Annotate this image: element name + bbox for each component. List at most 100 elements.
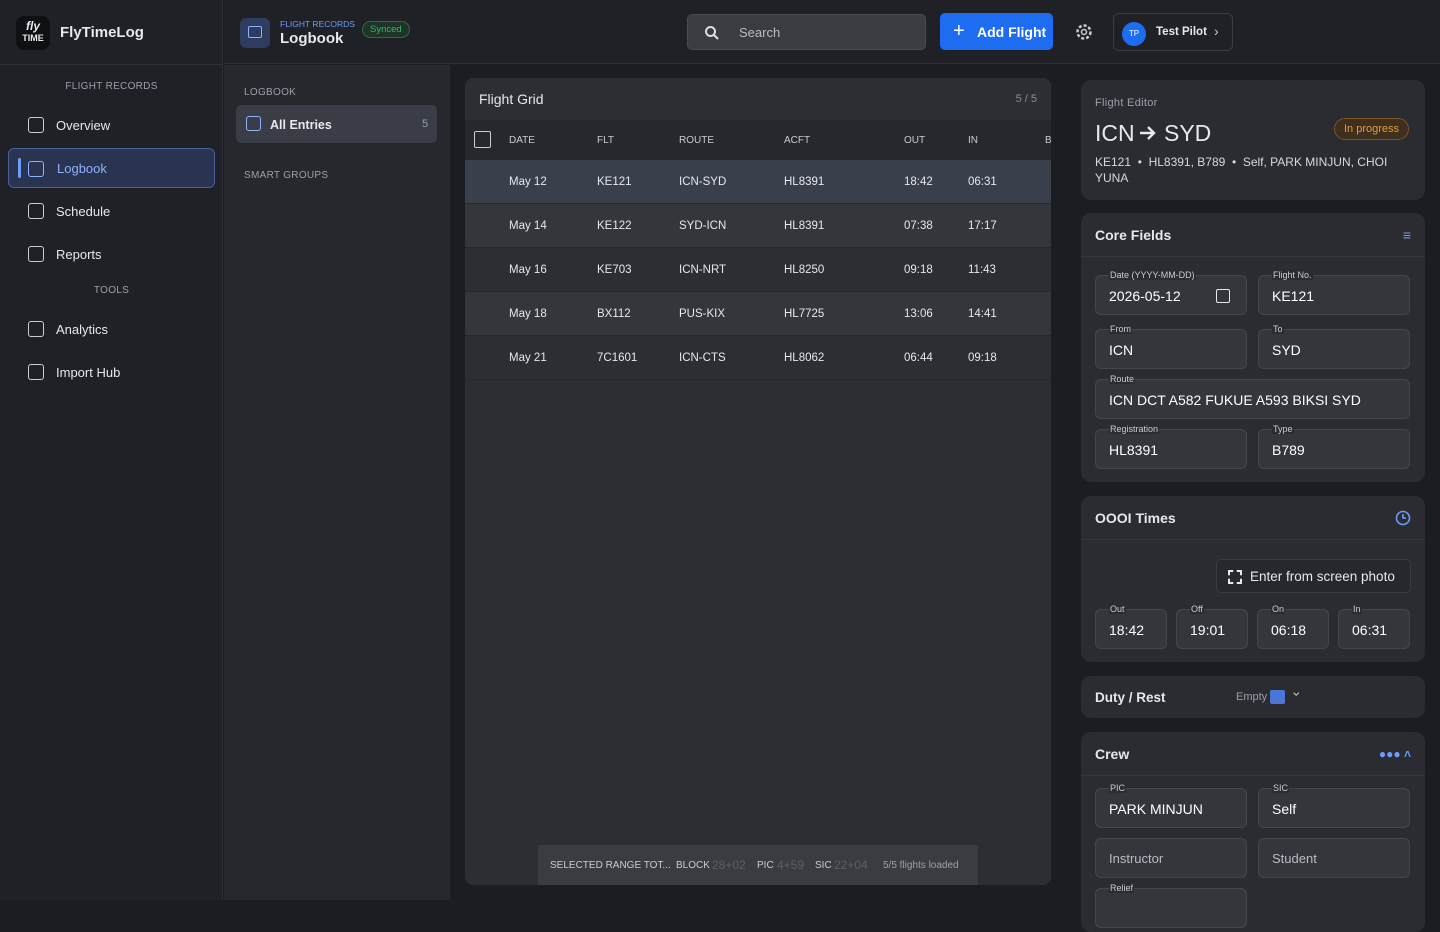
column-header: FLT (597, 135, 615, 146)
column-header: IN (968, 135, 978, 146)
grid-cell: 7C1601 (597, 352, 638, 364)
column-header: DATE (509, 135, 535, 146)
duty-status: Empty (1236, 691, 1268, 703)
input-field[interactable]: Route ICN DCT A582 FUKUE A593 BIKSI SYD (1095, 374, 1410, 419)
grid-row[interactable]: May 16 KE703 ICN-NRT HL8250 09:18 11:43 (465, 248, 1051, 292)
expand-chevron[interactable]: › (1289, 691, 1306, 697)
field-label: Date (YYYY-MM-DD) (1109, 270, 1196, 280)
nav-item[interactable]: Overview (8, 105, 215, 145)
input-field[interactable]: Relief (1095, 883, 1247, 928)
input-field[interactable]: Off 19:01 (1176, 604, 1248, 649)
field-label: To (1272, 324, 1284, 334)
grid-cell: KE122 (597, 220, 632, 232)
avatar: TP (1122, 22, 1146, 46)
grid-cell: May 12 (509, 176, 547, 188)
totals-bar: SELECTED RANGE TOT... BLOCK 28+02 PIC 4+… (538, 845, 978, 885)
nav-item[interactable]: Logbook (8, 148, 215, 188)
input-field[interactable]: Instructor (1095, 838, 1247, 878)
select-all-checkbox[interactable] (474, 131, 491, 148)
header: FLIGHT RECORDS Logbook Synced Search + A… (224, 0, 1440, 64)
grid-row[interactable]: May 18 BX112 PUS-KIX HL7725 13:06 14:41 (465, 292, 1051, 336)
grid-cell: 18:42 (904, 176, 933, 188)
input-field[interactable]: Student (1258, 838, 1410, 878)
totals-label: SELECTED RANGE TOT... (550, 860, 671, 871)
input-field[interactable]: SIC Self (1258, 783, 1410, 828)
input-field[interactable]: Out 18:42 (1095, 604, 1167, 649)
grid-cell: HL8062 (784, 352, 825, 364)
nav-section-title: TOOLS (93, 285, 130, 296)
grid-row[interactable]: May 21 7C1601 ICN-CTS HL8062 06:44 09:18 (465, 336, 1051, 380)
nav-item[interactable]: Schedule (8, 191, 215, 231)
nav-item[interactable]: Import Hub (8, 352, 215, 392)
grid-cell: ICN-CTS (679, 352, 726, 364)
crew-icons: ●●● ˄ (1378, 746, 1411, 761)
grid-row[interactable]: May 12 KE121 ICN-SYD HL8391 18:42 06:31 (465, 160, 1051, 204)
input-field[interactable]: From ICN (1095, 324, 1247, 369)
group-item[interactable]: All Entries 5 (236, 105, 437, 143)
grid-cell: 17:17 (968, 220, 997, 232)
grid-cell: May 16 (509, 264, 547, 276)
sic-label: SIC (815, 860, 832, 871)
input-field[interactable]: Registration HL8391 (1095, 424, 1247, 469)
grid-cell: KE121 (597, 176, 632, 188)
nav-icon (28, 117, 44, 133)
nav-item[interactable]: Analytics (8, 309, 215, 349)
input-field[interactable]: Type B789 (1258, 424, 1410, 469)
sync-badge: Synced (362, 21, 410, 38)
field-label: Route (1109, 374, 1136, 384)
grid-cell: HL8391 (784, 176, 825, 188)
nav-icon (28, 364, 44, 380)
logo-text: fly (25, 19, 40, 33)
field-value: SYD (1272, 342, 1301, 358)
grid-row[interactable]: May 14 KE122 SYD-ICN HL8391 07:38 17:17 (465, 204, 1051, 248)
field-value: Self (1272, 801, 1297, 817)
grid-cell: BX112 (597, 308, 631, 320)
field-value: 06:18 (1271, 622, 1307, 638)
header-icon (240, 18, 270, 48)
oooi-card: OOOI Times Enter from screen photo Out 18… (1081, 496, 1425, 662)
field-label: PIC (1109, 783, 1127, 793)
logo: fly TIME (16, 16, 50, 50)
groups-pane: LOGBOOK All Entries 5 SMART GROUPS (224, 65, 450, 900)
scan-icon (1228, 570, 1242, 584)
editor-heading: Flight Editor (1095, 97, 1158, 109)
status-icon (1270, 690, 1285, 704)
field-label: In (1352, 604, 1362, 614)
logo-text: TIME (22, 33, 44, 43)
field-label: Flight No. (1272, 270, 1313, 280)
grid-cell: HL7725 (784, 308, 825, 320)
field-placeholder: Student (1272, 851, 1317, 866)
photo-button[interactable]: Enter from screen photo (1216, 559, 1411, 593)
column-header: OUT (904, 135, 926, 146)
nav-label: Logbook (57, 160, 107, 176)
input-field[interactable]: Date (YYYY-MM-DD) 2026-05-12 (1095, 270, 1247, 315)
flight-grid: Flight Grid 5 / 5 DATE FLT ROUTE ACFT OUT IN B… (465, 78, 1051, 885)
user-menu[interactable]: TP Test Pilot › (1113, 13, 1233, 51)
grid-cell: 09:18 (904, 264, 933, 276)
column-header: B (1045, 135, 1051, 146)
plus-icon: + (953, 20, 965, 42)
nav-label: Reports (56, 246, 102, 262)
editor-summary: KE121 • HL8391, B789 • Self, PARK MINJUN… (1095, 155, 1391, 185)
input-field[interactable]: PIC PARK MINJUN (1095, 783, 1247, 828)
grid-cell: 13:06 (904, 308, 933, 320)
nav-icon (28, 203, 44, 219)
input-field[interactable]: On 06:18 (1257, 604, 1329, 649)
grid-cell: 09:18 (968, 352, 997, 364)
input-field[interactable]: In 06:31 (1338, 604, 1410, 649)
field-label: Off (1190, 604, 1204, 614)
nav-item[interactable]: Reports (8, 234, 215, 274)
sic-value: 22+04 (834, 858, 868, 872)
grid-cell: KE703 (597, 264, 632, 276)
chevron: › (1214, 23, 1219, 39)
nav-icon (28, 246, 44, 262)
grid-header: DATE FLT ROUTE ACFT OUT IN B (465, 120, 1051, 160)
input-field[interactable]: Flight No. KE121 (1258, 270, 1410, 315)
settings-icon[interactable] (1075, 23, 1093, 41)
block-label: BLOCK (676, 860, 710, 871)
card-title: Crew (1095, 745, 1130, 762)
search-box[interactable]: Search (687, 14, 926, 50)
input-field[interactable]: To SYD (1258, 324, 1410, 369)
field-label: Registration (1109, 424, 1160, 434)
add-flight-button[interactable]: + Add Flight (940, 13, 1053, 50)
